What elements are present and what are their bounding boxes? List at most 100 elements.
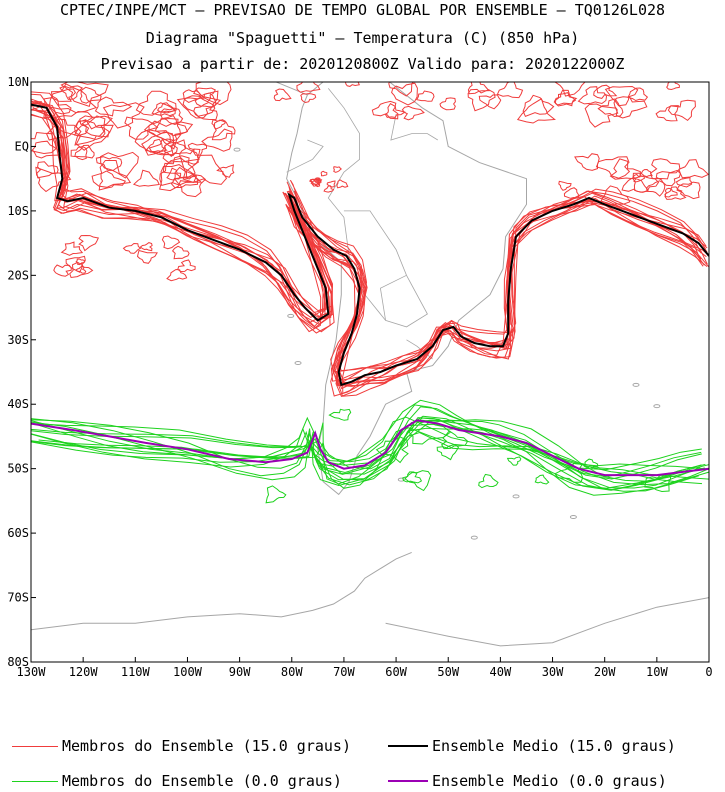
legend-swatch-mean-0 [388,780,428,782]
latitude-labels: 10N EQ 10S 20S 30S 40S 50S 60S 70S 80S [7,75,29,669]
member-15-line [31,98,708,385]
member-15-blob [313,177,322,183]
member-0-blob [506,456,522,466]
ensemble-mean-15-layer [31,103,709,387]
member-15-line [31,100,704,387]
member-15-blob [70,145,88,161]
lon-label: 40W [490,665,512,679]
member-15-blob [102,102,145,129]
member-15-blob [621,177,650,193]
member-15-line [31,104,707,381]
lat-label: 50S [7,462,29,476]
country-border [379,274,407,321]
lat-label: 60S [7,526,29,540]
member-0-blob [478,473,499,489]
member-0-blob [583,458,599,469]
lon-label: 0 [705,665,712,679]
legend-label-mean-15: Ensemble Medio (15.0 graus) [432,737,676,755]
member-15-blob [553,89,578,106]
member-15-blob [91,160,132,188]
member-15-blob [516,98,556,124]
member-0-blob [534,474,550,485]
member-15-blob [31,131,57,155]
member-15-blob [35,166,72,193]
lon-label: 20W [594,665,616,679]
member-0-blob [408,419,452,445]
ensemble-members-15-layer [31,82,709,398]
member-15-blob [467,82,490,95]
island [397,477,405,482]
member-15-blob [666,82,680,91]
member-15-blob [156,102,175,113]
member-15-blob [655,169,682,187]
island [287,313,295,318]
member-0-line [31,399,702,471]
lon-label: 30W [542,665,564,679]
member-15-blob [639,168,653,178]
lat-label: 10S [7,204,29,218]
member-15-blob [176,96,222,119]
weddell-coast [385,597,709,647]
member-15-blob [388,82,415,97]
axis-ticks [30,81,710,663]
member-0-line [31,416,705,482]
title-line-3: Previsao a partir de: 2020120800Z Valido… [100,55,625,73]
member-15-blob [98,170,127,191]
lat-label: 40S [7,397,29,411]
member-15-blob [667,99,696,122]
member-0-line [31,417,706,491]
lat-label: 30S [7,333,29,347]
member-15-blob [79,86,102,104]
member-15-blob [371,100,399,120]
member-15-blob [48,83,98,114]
legend-swatch-mean-15 [388,745,428,747]
member-15-blob [187,142,207,156]
member-15-blob [216,164,235,178]
member-15-blob [597,98,624,118]
member-15-blob [100,151,139,179]
member-15-blob [162,155,196,179]
member-15-blob [59,85,84,100]
member-15-blob [201,128,233,152]
member-15-blob [78,234,100,252]
member-0-line [31,406,702,480]
caribbean-coast [275,82,308,96]
ensemble-mean-0-line [31,419,709,477]
member-15-blob [46,118,80,141]
member-15-blob [31,140,61,159]
member-15-blob [53,264,72,277]
member-15-line [31,108,708,397]
member-15-line [31,109,708,390]
legend-mean-0: Ensemble Medio (0.0 graus) [388,772,667,790]
member-15-blob [74,119,114,151]
member-15-blob [604,85,639,107]
island [569,515,577,519]
member-0-blob [436,443,460,461]
member-0-line [31,423,709,496]
member-0-blob [404,470,432,492]
island [632,382,640,387]
member-15-blob [595,156,631,179]
member-15-blob [478,94,502,110]
member-15-blob [675,177,693,188]
member-15-blob [159,157,203,187]
member-15-blob [74,120,110,146]
member-15-blob [162,139,200,163]
longitude-labels: 130W 120W 110W 100W 90W 80W 70W 60W 50W 40W 30W 20W… [17,665,713,679]
legend-label-members-0: Membros do Ensemble (0.0 graus) [62,772,342,790]
member-15-blob [164,141,187,157]
member-15-blob [182,89,202,103]
island [470,535,478,540]
member-15-blob [193,87,217,103]
member-0-blob [265,485,287,504]
member-15-blob [143,117,182,143]
member-0-blob [375,436,409,464]
antarctica-coast [31,551,412,631]
lat-label: 80S [7,655,29,669]
lon-label: 50W [437,665,459,679]
lon-label: 110W [121,665,151,679]
island [294,360,302,365]
member-15-blob [151,102,176,117]
member-15-blob [655,105,679,122]
title-line-2: Diagrama "Spaguetti" – Temperatura (C) (… [145,29,580,47]
